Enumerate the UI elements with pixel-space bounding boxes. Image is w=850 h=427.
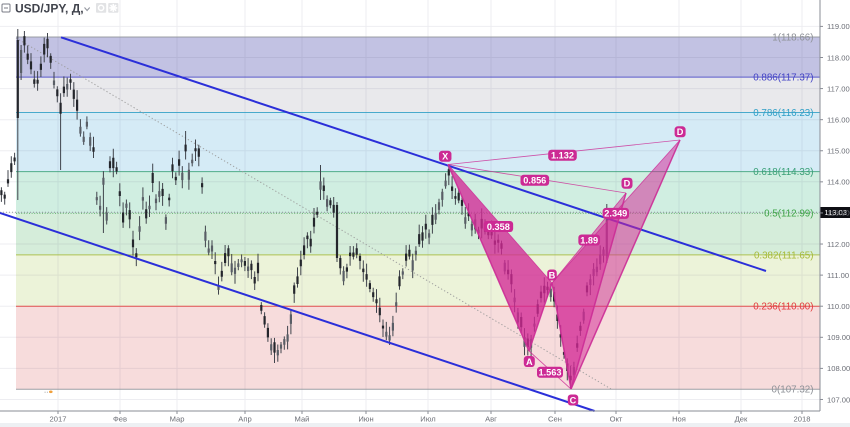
- svg-text:Мар: Мар: [170, 415, 185, 424]
- svg-text:114.00: 114.00: [827, 178, 850, 187]
- svg-text:2017: 2017: [50, 415, 67, 424]
- svg-text:D: D: [624, 179, 631, 189]
- svg-text:0.358: 0.358: [487, 222, 510, 232]
- svg-text:1(118.66): 1(118.66): [772, 32, 813, 43]
- svg-text:Ноя: Ноя: [672, 415, 686, 424]
- svg-text:115.00: 115.00: [827, 147, 850, 156]
- svg-text:1.132: 1.132: [551, 151, 574, 161]
- svg-text:0.382(111.65): 0.382(111.65): [754, 250, 814, 261]
- svg-text:107.00: 107.00: [827, 395, 850, 404]
- svg-text:A: A: [526, 357, 533, 367]
- svg-text:2.349: 2.349: [604, 209, 627, 219]
- svg-text:113.03: 113.03: [824, 208, 847, 217]
- svg-text:108.00: 108.00: [827, 364, 850, 373]
- svg-text:0.886(117.37): 0.886(117.37): [753, 73, 813, 84]
- svg-text:0.618(114.33): 0.618(114.33): [753, 167, 813, 178]
- svg-text:Авг: Авг: [485, 415, 497, 424]
- svg-text:118.00: 118.00: [827, 53, 850, 62]
- svg-text:111.00: 111.00: [827, 271, 849, 280]
- svg-text:0.856: 0.856: [523, 176, 546, 186]
- svg-text:1.89: 1.89: [580, 235, 598, 245]
- svg-text:Фев: Фев: [113, 415, 127, 424]
- svg-text:B: B: [549, 270, 556, 280]
- svg-text:Апр: Апр: [238, 415, 251, 424]
- svg-text:109.00: 109.00: [827, 333, 850, 342]
- svg-text:1.563: 1.563: [539, 368, 562, 378]
- svg-text:0(107.32): 0(107.32): [772, 385, 814, 396]
- svg-text:0.236(110.00): 0.236(110.00): [753, 302, 813, 313]
- svg-text:110.00: 110.00: [827, 302, 850, 311]
- svg-text:X: X: [442, 152, 449, 162]
- svg-text:Июл: Июл: [420, 415, 435, 424]
- svg-text:0.5(112.99): 0.5(112.99): [764, 209, 813, 220]
- svg-text:Сен: Сен: [548, 415, 562, 424]
- svg-text:Май: Май: [295, 415, 310, 424]
- svg-text:113.00: 113.00: [827, 209, 850, 218]
- svg-text:119.00: 119.00: [827, 22, 850, 31]
- svg-text:116.00: 116.00: [827, 115, 850, 124]
- svg-text:2018: 2018: [794, 415, 811, 424]
- svg-text:Окт: Окт: [610, 415, 623, 424]
- svg-text:USD/JPY, Д,: USD/JPY, Д,: [15, 2, 84, 16]
- svg-text:117.00: 117.00: [827, 84, 850, 93]
- svg-text:D: D: [677, 127, 684, 137]
- svg-text:0.786(116.23): 0.786(116.23): [753, 108, 813, 119]
- svg-text:Июн: Июн: [358, 415, 373, 424]
- svg-text:Дек: Дек: [735, 415, 748, 424]
- svg-text:112.00: 112.00: [827, 240, 850, 249]
- svg-text:C: C: [570, 395, 577, 405]
